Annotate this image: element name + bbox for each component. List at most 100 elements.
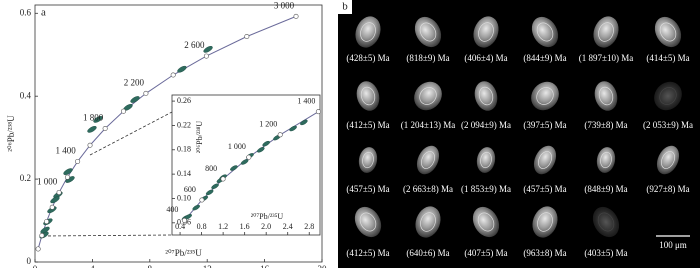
panel-label: a (41, 7, 46, 19)
zircon-zoning (659, 87, 677, 105)
concordia-point (277, 132, 283, 138)
concordia-point (203, 53, 209, 59)
x-tick-label: 2.8 (304, 222, 314, 231)
concordia-point (75, 158, 81, 164)
age-label: 1 400 (297, 97, 315, 106)
zircon-grain (592, 206, 620, 238)
concordia-point (199, 197, 205, 203)
concordia-point (56, 189, 62, 195)
zircon-grain (358, 147, 378, 173)
data-ellipse (211, 183, 219, 190)
zircon-grain (415, 206, 441, 238)
grain-age: (397±5) Ma (523, 120, 566, 130)
x-tick-label: 2.4 (283, 222, 293, 231)
grain-age: (963±8) Ma (523, 248, 566, 258)
y-tick-label: 0.10 (177, 193, 191, 202)
zircon-zoning (659, 22, 677, 42)
y-tick-label: 0 (27, 256, 32, 266)
zircon-grain (531, 81, 559, 111)
data-ellipse (203, 46, 213, 53)
zircon-grain (594, 81, 618, 111)
x-tick-label: 0.4 (175, 222, 185, 231)
concordia-point (293, 13, 299, 19)
grain-age: (739±8) Ma (584, 120, 627, 130)
data-ellipse (257, 147, 265, 153)
data-ellipse (240, 159, 249, 165)
zircon-zoning (419, 22, 437, 42)
zircon-grain (474, 81, 498, 111)
zircon-grain (654, 16, 682, 48)
grain-age: (407±5) Ma (464, 248, 507, 258)
x-tick-label: 20 (318, 264, 328, 268)
x-tick-label: 4 (90, 264, 95, 268)
grain-age: (457±5) Ma (346, 184, 389, 194)
data-ellipse (300, 119, 308, 126)
x-tick-label: 8 (148, 264, 153, 268)
zircon-zoning (597, 212, 615, 232)
zircon-grain (532, 206, 558, 238)
data-ellipse (177, 65, 187, 73)
grain-age: (403±5) Ma (584, 248, 627, 258)
x-tick-label: 16 (260, 264, 270, 268)
concordia-point (220, 176, 226, 182)
zircon-zoning (536, 22, 554, 42)
panel-label-box (338, 0, 352, 14)
x-tick-label: 1.2 (218, 222, 228, 231)
age-label: 1 800 (83, 113, 104, 123)
data-ellipse (50, 196, 60, 204)
y-axis-label: ²⁰⁶Pb/²³⁸U (195, 121, 204, 154)
zircon-zoning (359, 212, 377, 232)
zircon-zoning (536, 87, 554, 105)
zircon-grain (654, 81, 682, 111)
age-label: 2 600 (184, 40, 205, 50)
grain-age: (412±5) Ma (346, 120, 389, 130)
concordia-point (121, 108, 127, 114)
y-axis-label: ²⁰⁶Pb/²³⁸U (6, 115, 16, 152)
age-label: 1 200 (259, 120, 277, 129)
y-tick-label: 0.14 (177, 169, 191, 178)
zircon-grain (354, 206, 382, 238)
age-label: 3 000 (274, 0, 295, 10)
data-ellipse (205, 189, 214, 196)
zircon-zoning (478, 86, 494, 106)
y-tick-label: 0.6 (20, 7, 32, 17)
zircon-grain (531, 16, 559, 48)
grain-age: (457±5) Ma (523, 184, 566, 194)
x-axis-label: ²⁰⁷Pb/²³⁵U (251, 212, 284, 221)
scale-bar-label: 100 μm (659, 240, 687, 250)
concordia-point (102, 125, 108, 131)
zircon-zoning (598, 22, 614, 42)
grain-age: (406±4) Ma (464, 53, 507, 63)
zircon-grain (414, 16, 442, 48)
grain-age: (844±9) Ma (523, 53, 566, 63)
grain-age: (927±8) Ma (646, 184, 689, 194)
zircon-zoning (538, 151, 552, 169)
concordia-point (181, 217, 187, 223)
x-tick-label: 2.0 (261, 222, 271, 231)
age-label: 1 000 (228, 142, 246, 151)
inset-frame (171, 94, 321, 236)
zircon-zoning (598, 86, 614, 106)
concordia-point (39, 232, 45, 238)
zircon-grain (593, 16, 619, 48)
zircon-zoning (478, 22, 494, 42)
y-tick-label: 0.18 (177, 145, 191, 154)
zircon-zoning (360, 22, 376, 42)
zircon-zoning (362, 151, 374, 169)
grain-age: (2 053±9) Ma (643, 120, 693, 130)
data-ellipse (87, 126, 97, 133)
zircon-grain (355, 16, 381, 48)
concordia-point (170, 72, 176, 78)
age-label: 1 400 (55, 146, 76, 156)
concordia-point (244, 34, 250, 40)
grain-age: (848±9) Ma (584, 184, 627, 194)
grain-age: (1 204±13) Ma (401, 120, 455, 130)
grain-age: (640±6) Ma (406, 248, 449, 258)
age-label: 800 (205, 164, 217, 173)
zircon-zoning (477, 212, 495, 232)
data-ellipse (289, 125, 297, 132)
data-ellipse (130, 96, 140, 103)
zircon-grain (356, 81, 380, 111)
grain-age: (2 094±9) Ma (461, 120, 511, 130)
data-ellipse (192, 204, 200, 211)
